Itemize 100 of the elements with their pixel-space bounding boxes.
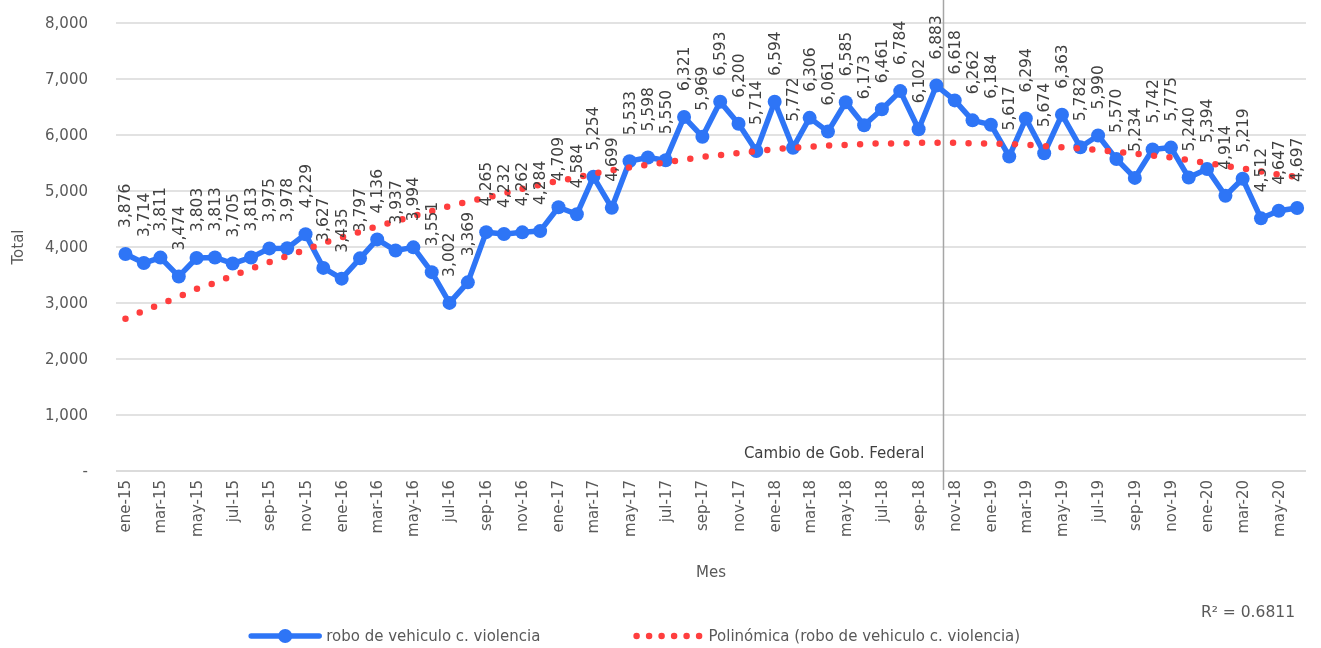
x-tick-label: sep-16 — [477, 480, 496, 532]
data-label: 5,598 — [638, 87, 657, 132]
x-tick-label: jul-18 — [872, 480, 891, 524]
y-tick-label: - — [82, 462, 88, 480]
x-tick-label: ene-20 — [1198, 480, 1217, 533]
y-tick-label: 6,000 — [45, 126, 88, 144]
data-label: 6,585 — [836, 31, 855, 77]
x-tick-label: nov-18 — [945, 480, 964, 532]
data-label: 3,714 — [134, 192, 153, 238]
x-tick-label: sep-17 — [693, 480, 712, 532]
data-label: 3,551 — [422, 201, 441, 247]
x-tick-label: ene-17 — [549, 480, 568, 533]
y-tick-label: 7,000 — [45, 70, 88, 88]
data-label: 4,914 — [1216, 125, 1235, 170]
x-tick-label: mar-20 — [1233, 480, 1252, 534]
data-label: 3,705 — [223, 193, 242, 238]
y-tick-label: 2,000 — [45, 350, 88, 368]
data-label: 5,617 — [1000, 86, 1019, 131]
data-label: 6,784 — [891, 20, 910, 66]
ref-line-label: Cambio de Gob. Federal — [743, 444, 925, 462]
data-label: 5,240 — [1179, 107, 1198, 152]
data-label: 4,136 — [368, 169, 387, 214]
data-label: 4,699 — [602, 137, 621, 182]
data-label: 4,697 — [1288, 137, 1307, 182]
y-tick-label: 4,000 — [45, 238, 88, 256]
data-label: 5,674 — [1035, 82, 1054, 128]
x-tick-label: mar-16 — [368, 480, 387, 534]
data-label: 4,284 — [531, 160, 550, 206]
x-tick-label: ene-19 — [981, 480, 1000, 533]
y-tick-label: 5,000 — [45, 182, 88, 200]
x-tick-label: mar-17 — [584, 480, 603, 534]
legend-label: Polinómica (robo de vehiculo c. violencia) — [708, 627, 1021, 645]
x-tick-label: jul-19 — [1089, 480, 1108, 524]
x-tick-label: sep-15 — [260, 480, 279, 532]
data-label: 5,234 — [1125, 107, 1144, 152]
x-tick-label: jul-16 — [440, 480, 459, 524]
data-label: 4,709 — [549, 136, 568, 182]
legend-label: robo de vehiculo c. violencia — [326, 627, 541, 645]
data-label: 5,772 — [784, 77, 803, 122]
data-label: 6,262 — [963, 49, 982, 95]
x-tick-label: nov-16 — [513, 480, 532, 532]
x-tick-label: mar-18 — [800, 480, 819, 534]
data-label: 6,618 — [945, 30, 964, 75]
text: R² = 0.6811 — [1200, 603, 1295, 621]
x-tick-label: nov-15 — [296, 480, 315, 532]
data-label: 5,782 — [1071, 76, 1090, 122]
data-label: 3,002 — [440, 232, 459, 277]
data-label: 3,797 — [351, 187, 370, 233]
data-label: 3,803 — [187, 187, 206, 233]
data-label: 6,294 — [1016, 48, 1035, 93]
y-tick-label: 1,000 — [45, 406, 88, 424]
data-label: 6,061 — [818, 61, 837, 106]
x-tick-label: mar-15 — [151, 480, 170, 534]
x-tick-label: sep-18 — [909, 480, 928, 532]
y-axis-title: Total — [9, 229, 27, 266]
data-label: 5,570 — [1107, 88, 1126, 134]
data-label: 6,594 — [765, 31, 784, 76]
data-label: 4,229 — [296, 163, 315, 209]
data-label: 4,512 — [1251, 147, 1270, 193]
data-label: 5,742 — [1143, 79, 1162, 124]
data-label: 3,369 — [458, 211, 477, 257]
x-tick-label: ene-15 — [116, 480, 135, 533]
x-tick-label: may-15 — [187, 480, 206, 537]
x-tick-label: ene-16 — [332, 480, 351, 533]
x-tick-label: nov-19 — [1161, 480, 1180, 532]
data-label: 6,200 — [729, 53, 748, 98]
data-label: 6,883 — [927, 15, 946, 60]
data-label: 5,969 — [693, 66, 712, 111]
data-label: 6,593 — [711, 31, 730, 76]
data-label: 3,474 — [169, 206, 188, 251]
data-label: 6,321 — [675, 46, 694, 92]
data-label: 4,265 — [477, 161, 496, 207]
x-tick-label: nov-17 — [729, 480, 748, 532]
x-axis-title: Mes — [696, 563, 727, 581]
data-label: 5,219 — [1233, 108, 1252, 153]
data-label: 4,232 — [494, 163, 513, 209]
data-label: 3,876 — [116, 183, 135, 228]
data-label: 6,461 — [872, 38, 891, 84]
data-label: 6,363 — [1052, 44, 1071, 89]
data-label: 5,533 — [620, 90, 639, 136]
data-label: 6,306 — [800, 47, 819, 92]
x-tick-label: jul-15 — [223, 480, 242, 524]
x-tick-label: may-19 — [1052, 480, 1071, 537]
x-tick-label: may-18 — [836, 480, 855, 537]
data-label: 4,647 — [1269, 140, 1288, 185]
data-label: 6,184 — [981, 54, 1000, 99]
data-label: 3,813 — [242, 187, 261, 232]
data-label: 3,435 — [332, 208, 351, 253]
data-label: 3,811 — [151, 187, 170, 232]
data-label: 3,813 — [205, 187, 224, 232]
data-label: 3,937 — [386, 180, 405, 225]
data-label: 6,173 — [855, 54, 874, 100]
y-tick-label: 3,000 — [45, 294, 88, 312]
data-label: 4,584 — [567, 143, 586, 189]
x-tick-label: ene-18 — [765, 480, 784, 533]
x-tick-label: sep-19 — [1125, 480, 1144, 532]
data-label: 5,990 — [1089, 65, 1108, 110]
data-label: 3,975 — [260, 178, 279, 223]
data-label: 3,978 — [278, 177, 297, 223]
data-label: 3,994 — [404, 176, 423, 222]
